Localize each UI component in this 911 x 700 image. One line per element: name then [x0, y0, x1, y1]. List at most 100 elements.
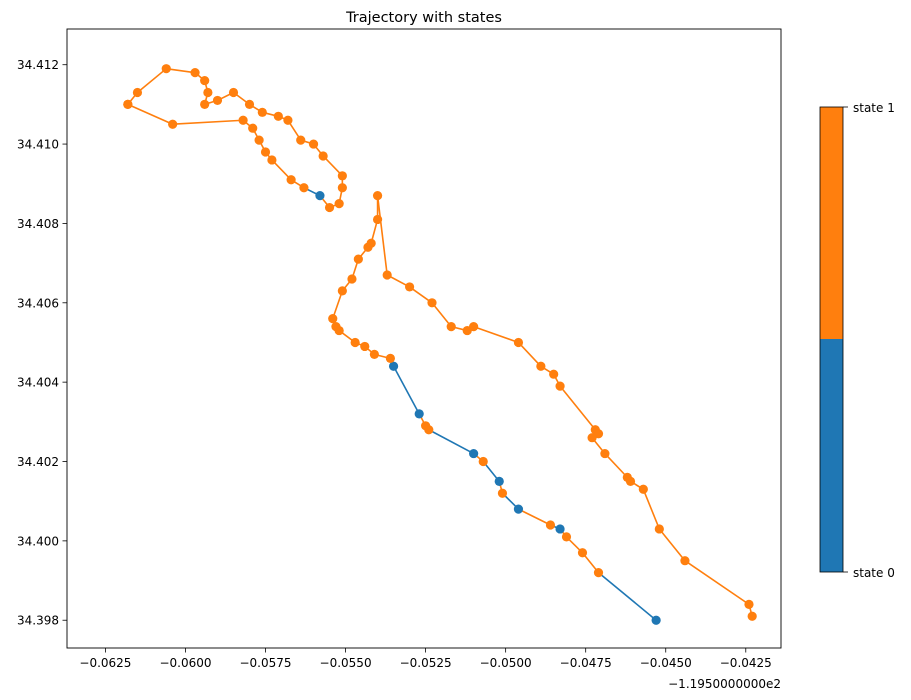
state-1-point — [347, 274, 357, 284]
state-1-point — [372, 191, 383, 201]
state-0-point — [513, 504, 524, 514]
colorbar-state-1-swatch — [820, 107, 843, 339]
state-0-point — [315, 191, 325, 201]
state-1-point — [427, 298, 437, 308]
x-tick-label: −0.0625 — [79, 656, 131, 670]
plot-area — [66, 28, 782, 649]
state-1-point — [308, 139, 319, 149]
state-1-point — [337, 183, 347, 193]
state-1-point — [200, 99, 210, 109]
y-tick-label: 34.412 — [17, 58, 59, 72]
state-1-point — [360, 341, 370, 352]
x-tick-label: −0.0500 — [480, 656, 532, 670]
y-tick-label: 34.408 — [17, 217, 59, 231]
trajectory-segment — [428, 429, 475, 455]
x-tick-label: −0.0450 — [640, 656, 692, 670]
colorbar-frame — [819, 106, 844, 573]
colorbar-state-0-swatch — [820, 339, 843, 572]
state-1-point — [244, 99, 255, 109]
x-tick-label: −0.0475 — [560, 656, 612, 670]
state-1-point — [421, 421, 431, 431]
chart-title: Trajectory with states — [345, 10, 502, 26]
state-1-point — [587, 433, 597, 443]
trajectory-segment — [684, 560, 750, 606]
state-1-point — [228, 87, 239, 98]
state-1-point — [331, 321, 341, 332]
state-1-point — [577, 548, 588, 558]
state-1-point — [324, 202, 335, 213]
state-1-point — [638, 484, 648, 494]
state-1-point — [600, 448, 610, 459]
state-1-point — [200, 75, 210, 86]
state-1-point — [549, 369, 559, 379]
state-1-point — [299, 183, 309, 193]
state-1-point — [680, 556, 690, 566]
state-1-point — [469, 321, 479, 332]
state-1-point — [318, 151, 328, 161]
trajectory-segment — [604, 453, 628, 478]
state-1-point — [497, 488, 508, 498]
state-1-point — [747, 611, 757, 621]
trajectory-segment — [473, 325, 519, 344]
trajectory-segment — [376, 195, 388, 276]
y-tick-label: 34.410 — [17, 138, 59, 152]
state-1-point — [260, 147, 271, 157]
state-1-point — [248, 123, 258, 133]
trajectory-segment — [518, 508, 551, 526]
trajectory-segment — [166, 67, 196, 74]
state-1-point — [283, 115, 293, 125]
state-1-point — [350, 337, 360, 348]
state-1-point — [337, 171, 347, 181]
trajectory-segment — [431, 302, 452, 328]
x-tick-label: −0.0600 — [159, 656, 211, 670]
state-1-point — [132, 87, 143, 98]
trajectory-segment — [392, 365, 420, 415]
y-tick-label: 34.406 — [17, 296, 59, 310]
state-1-point — [654, 524, 664, 534]
state-1-point — [555, 381, 565, 391]
state-1-point — [190, 68, 200, 78]
state-1-point — [593, 568, 604, 578]
state-1-point — [561, 532, 572, 542]
trajectory-segment — [136, 68, 167, 94]
x-tick-label: −0.0525 — [400, 656, 452, 670]
x-offset-label: −1.1950000000e2 — [668, 677, 781, 691]
state-1-point — [404, 282, 415, 292]
state-1-point — [328, 314, 338, 324]
trajectory-segment — [642, 488, 661, 530]
state-0-point — [555, 524, 565, 534]
state-1-point — [257, 107, 267, 117]
state-1-point — [337, 286, 347, 296]
state-1-point — [446, 321, 456, 332]
state-1-point — [353, 254, 363, 264]
x-tick-label: −0.0575 — [239, 656, 291, 670]
state-0-point — [414, 409, 424, 419]
trajectory-segment — [322, 155, 343, 177]
trajectory-segment — [331, 290, 344, 319]
x-axis: −0.0625 −0.0600 −0.0575 −0.0550 −0.0525 −0.05… — [79, 648, 772, 670]
state-1-point — [161, 64, 171, 74]
y-axis: 34.398 34.400 34.402 34.404 34.406 34.408 34.4… — [17, 58, 67, 628]
y-tick-label: 34.400 — [17, 534, 59, 548]
state-1-point — [369, 349, 379, 359]
x-tick-label: −0.0550 — [320, 656, 372, 670]
state-0-point — [494, 476, 504, 486]
state-1-point — [203, 87, 213, 98]
y-tick-label: 34.402 — [17, 455, 59, 469]
state-1-point — [296, 135, 306, 145]
state-1-point — [212, 95, 223, 106]
state-1-point — [385, 353, 395, 363]
state-1-point — [366, 238, 376, 248]
trajectory-segment — [271, 159, 292, 181]
trajectory-points — [123, 64, 757, 625]
state-1-point — [334, 198, 344, 209]
colorbar: state 1 state 0 — [819, 101, 895, 580]
colorbar-label-state-1: state 1 — [853, 101, 895, 115]
trajectory-segment — [172, 119, 244, 126]
state-1-point — [238, 115, 248, 125]
trajectory-segment — [517, 341, 542, 367]
state-0-point — [388, 361, 399, 371]
trajectory-segment — [127, 103, 173, 125]
state-1-point — [123, 99, 133, 109]
